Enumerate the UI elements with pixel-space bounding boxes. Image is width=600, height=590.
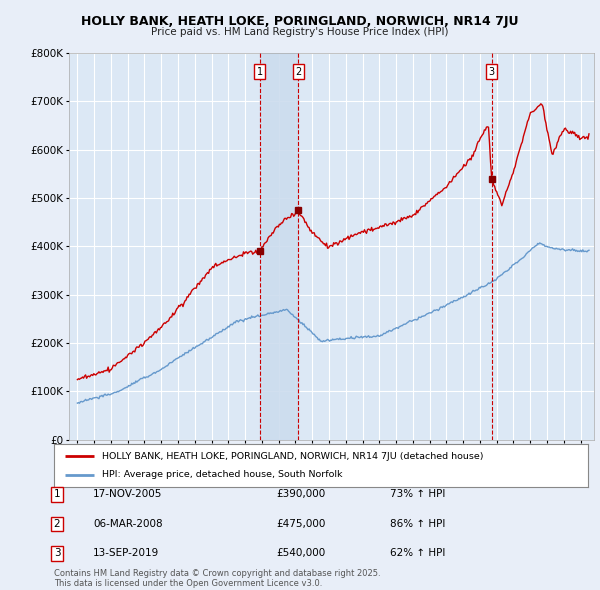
Text: Contains HM Land Registry data © Crown copyright and database right 2025.
This d: Contains HM Land Registry data © Crown c… [54, 569, 380, 588]
Text: HOLLY BANK, HEATH LOKE, PORINGLAND, NORWICH, NR14 7JU: HOLLY BANK, HEATH LOKE, PORINGLAND, NORW… [81, 15, 519, 28]
Text: HOLLY BANK, HEATH LOKE, PORINGLAND, NORWICH, NR14 7JU (detached house): HOLLY BANK, HEATH LOKE, PORINGLAND, NORW… [102, 452, 484, 461]
Text: 86% ↑ HPI: 86% ↑ HPI [390, 519, 445, 529]
Text: 06-MAR-2008: 06-MAR-2008 [93, 519, 163, 529]
Text: HPI: Average price, detached house, South Norfolk: HPI: Average price, detached house, Sout… [102, 470, 343, 479]
Text: 1: 1 [257, 67, 263, 77]
Text: 62% ↑ HPI: 62% ↑ HPI [390, 549, 445, 558]
Bar [260, 53, 298, 440]
Text: 2: 2 [53, 519, 61, 529]
Text: £475,000: £475,000 [276, 519, 325, 529]
Text: 2: 2 [295, 67, 302, 77]
Text: Price paid vs. HM Land Registry's House Price Index (HPI): Price paid vs. HM Land Registry's House … [151, 27, 449, 37]
Text: 3: 3 [488, 67, 495, 77]
Text: 17-NOV-2005: 17-NOV-2005 [93, 490, 163, 499]
Text: £390,000: £390,000 [276, 490, 325, 499]
Text: 3: 3 [53, 549, 61, 558]
Text: 73% ↑ HPI: 73% ↑ HPI [390, 490, 445, 499]
Text: 1: 1 [53, 490, 61, 499]
Text: 13-SEP-2019: 13-SEP-2019 [93, 549, 159, 558]
Text: £540,000: £540,000 [276, 549, 325, 558]
